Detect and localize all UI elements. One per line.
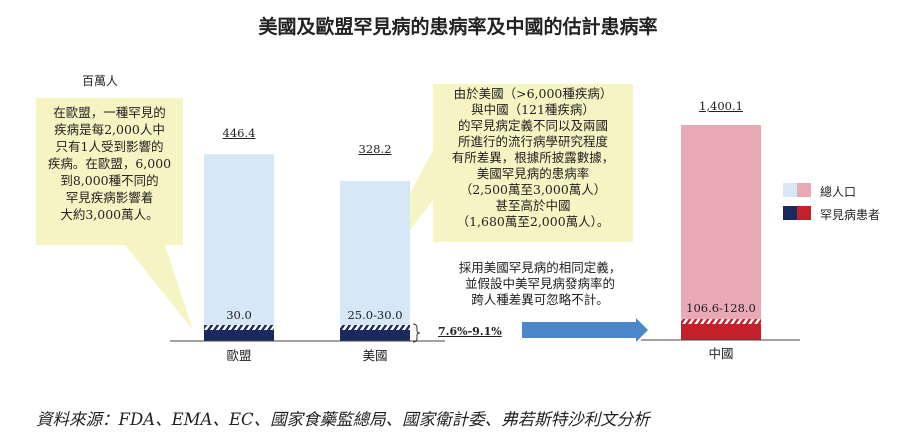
category-label: 美國 [362, 348, 388, 363]
legend-swatch-total-blue [783, 183, 797, 197]
callout-line: 有所差異，根據所披露數據， [451, 150, 615, 165]
assumption-note: 採用美國罕見病的相同定義， 並假設中美罕見病發病率的 跨人種差異可忽略不計。 [440, 260, 640, 308]
legend-label-patients: 罕見病患者 [820, 208, 881, 222]
callout-line: 由於美國（>6,000種疾病） [453, 86, 613, 101]
note-line: 跨人種差異可忽略不計。 [471, 292, 609, 307]
source-note: 資料來源：FDA、EMA、EC、國家食藥監總局、國家衛計委、弗若斯特沙利文分析 [36, 410, 650, 429]
callout-line: 美國罕見病的患病率 [476, 166, 590, 181]
callout-line: （1,680萬至2,000萬人）。 [456, 214, 610, 229]
callout-line: 疾病是每2,000人中 [54, 122, 165, 137]
callout-line: 到8,000種不同的 [60, 173, 159, 188]
callout-line: 在歐盟，一種罕見的 [53, 105, 166, 120]
callout-line: 與中國（121種疾病） [471, 102, 595, 117]
legend-swatch-patients-red [797, 206, 811, 220]
eu-callout: 在歐盟，一種罕見的 疾病是每2,000人中 只有1人受到影響的 疾病。在歐盟，6… [36, 98, 183, 245]
bar-label-total: 1,400.1 [699, 99, 743, 113]
arrow-icon [522, 318, 648, 342]
y-unit-label: 百萬人 [82, 74, 119, 88]
bar-total-0 [204, 154, 274, 341]
legend-swatch-patients-navy [783, 206, 797, 220]
category-label: 歐盟 [226, 348, 252, 363]
callout-line: （2,500萬至3,000萬人） [459, 182, 607, 197]
callout-line: 甚至高於中國 [495, 198, 571, 213]
bar-label-total: 446.4 [222, 126, 256, 140]
ratio-label: 7.6%-9.1% [438, 325, 502, 338]
bar-patients-fill-1 [340, 330, 410, 341]
bar-patients-fill-2 [681, 324, 761, 340]
bar-label-patients: 106.6-128.0 [686, 301, 756, 315]
legend-label-total: 總人口 [820, 185, 857, 199]
eu-callout-tail [125, 245, 193, 330]
callout-line: 罕見疾病影響着 [65, 190, 154, 205]
us-callout: 由於美國（>6,000種疾病） 與中國（121種疾病） 的罕見病定義不同以及兩國… [433, 84, 633, 242]
note-line: 並假設中美罕見病發病率的 [464, 276, 615, 291]
callout-line: 大約3,000萬人。 [60, 207, 159, 222]
note-line: 採用美國罕見病的相同定義， [458, 260, 622, 275]
bar-patients-hatch-2 [681, 319, 761, 324]
callout-line: 疾病。在歐盟，6,000 [47, 156, 172, 171]
bar-label-patients: 30.0 [226, 308, 252, 322]
legend-swatch-total-pink [797, 183, 811, 197]
bar-patients-hatch-0 [204, 325, 274, 330]
bar-total-1 [340, 180, 410, 341]
bar-total-2 [681, 124, 761, 340]
bar-label-total: 328.2 [358, 142, 392, 156]
bar-label-patients: 25.0-30.0 [347, 308, 403, 322]
category-label: 中國 [708, 346, 734, 361]
bar-patients-fill-0 [204, 330, 274, 341]
callout-line: 所進行的流行病學研究程度 [457, 134, 608, 149]
callout-line: 只有1人受到影響的 [55, 139, 164, 154]
ratio-brace [412, 323, 421, 343]
callout-line: 的罕見病定義不同以及兩國 [457, 118, 608, 133]
chart-title: 美國及歐盟罕見病的患病率及中國的估計患病率 [258, 16, 658, 38]
bar-patients-hatch-1 [340, 325, 410, 330]
